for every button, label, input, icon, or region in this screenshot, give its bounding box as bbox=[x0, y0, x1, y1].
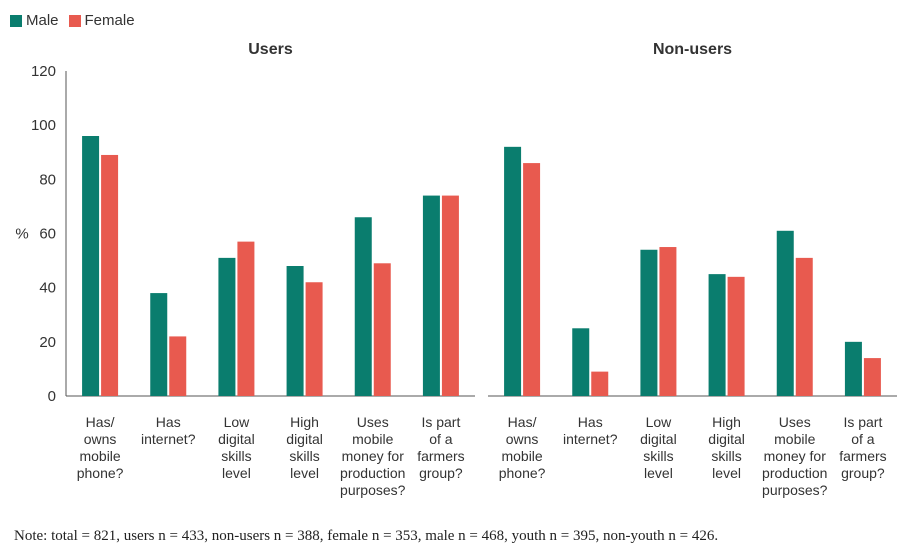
y-tick-label-4: 80 bbox=[39, 171, 56, 188]
x-tick-label-1-1: Has internet? bbox=[563, 414, 618, 447]
x-tick-label-0-4: Uses mobile money for production purposes? bbox=[340, 414, 406, 498]
bar-1-2-male bbox=[640, 249, 658, 396]
x-tick-label-1-3: High digital skills level bbox=[708, 414, 745, 481]
bar-1-3-male bbox=[708, 274, 726, 396]
bar-1-3-female bbox=[727, 276, 745, 396]
legend-swatch-male bbox=[10, 14, 22, 27]
bar-1-2-female bbox=[659, 247, 677, 396]
bar-0-0-female bbox=[101, 154, 119, 396]
legend-label-female: Female bbox=[84, 12, 135, 29]
bar-0-1-female bbox=[169, 336, 187, 396]
legend-label-male: Male bbox=[26, 12, 59, 29]
x-tick-label-1-5: Is part of a farmers group? bbox=[839, 414, 886, 481]
bar-1-4-female bbox=[795, 257, 813, 396]
panel-title-0: Users bbox=[248, 41, 293, 58]
y-tick-label-0: 0 bbox=[48, 388, 56, 405]
bar-0-1-male bbox=[150, 293, 168, 396]
y-tick-label-6: 120 bbox=[31, 63, 56, 80]
bar-1-1-male bbox=[572, 328, 590, 396]
bar-1-0-female bbox=[523, 163, 541, 396]
bar-0-5-female bbox=[441, 195, 459, 396]
bar-0-5-male bbox=[422, 195, 440, 396]
panel-title-1: Non-users bbox=[653, 41, 732, 58]
bar-1-0-male bbox=[504, 146, 522, 396]
bar-0-3-female bbox=[305, 282, 323, 396]
y-tick-label-3: 60 bbox=[39, 226, 56, 243]
legend: Male Female bbox=[10, 12, 145, 29]
x-tick-label-0-1: Has internet? bbox=[141, 414, 196, 447]
bar-1-5-female bbox=[863, 358, 881, 396]
y-tick-label-1: 20 bbox=[39, 334, 56, 351]
x-tick-label-0-5: Is part of a farmers group? bbox=[417, 414, 464, 481]
x-tick-label-1-4: Uses mobile money for production purposes? bbox=[762, 414, 828, 498]
bar-0-4-male bbox=[354, 217, 372, 396]
legend-item-male: Male bbox=[10, 12, 59, 29]
bar-0-2-female bbox=[237, 241, 255, 396]
x-tick-label-1-0: Has/owns mobile phone? bbox=[499, 414, 546, 481]
legend-swatch-female bbox=[68, 14, 81, 27]
x-tick-label-0-2: Low digital skills level bbox=[218, 414, 255, 481]
x-tick-label-0-3: High digital skills level bbox=[286, 414, 323, 481]
bar-0-4-female bbox=[373, 263, 391, 396]
bar-1-1-female bbox=[591, 371, 609, 396]
x-tick-label-0-0: Has/owns mobile phone? bbox=[77, 414, 124, 481]
y-tick-label-5: 100 bbox=[31, 117, 56, 134]
bar-0-3-male bbox=[286, 266, 304, 396]
x-tick-label-1-2: Low digital skills level bbox=[640, 414, 677, 481]
chart-canvas: Users 0 20 40 60 80 100 120% Has/owns mobile phone… bbox=[15, 41, 897, 498]
bar-1-5-male bbox=[844, 341, 862, 396]
bar-0-2-male bbox=[218, 257, 236, 396]
legend-item-female: Female bbox=[68, 12, 135, 29]
bar-0-0-male bbox=[82, 136, 100, 396]
bar-1-4-male bbox=[776, 230, 794, 396]
chart-note: Note: total = 821, users n = 433, non-us… bbox=[14, 528, 719, 544]
y-axis-label: % bbox=[15, 226, 28, 243]
y-tick-label-2: 40 bbox=[39, 280, 56, 297]
